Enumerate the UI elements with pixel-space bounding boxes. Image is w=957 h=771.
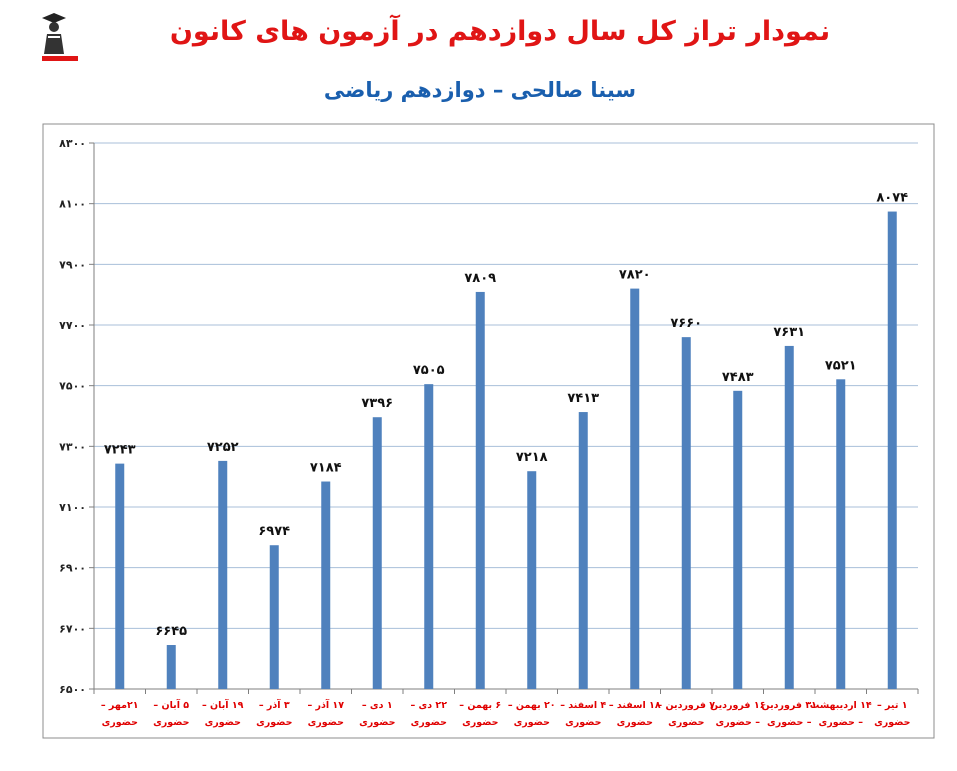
- y-tick-label: ۷۱۰۰: [59, 501, 86, 514]
- bar-value-label: ۷۸۰۹: [464, 271, 496, 286]
- bar-value-label: ۷۶۶۰: [670, 316, 702, 331]
- y-tick-label: ۷۷۰۰: [59, 319, 86, 332]
- x-tick-label: حضوری: [308, 717, 344, 728]
- x-tick-label: ۱۹ آبان –: [202, 698, 244, 711]
- bar: [784, 345, 794, 689]
- x-tick-label: حضوری: [874, 717, 910, 728]
- x-tick-label: ۴ اسفند –: [560, 700, 606, 711]
- bar: [630, 288, 640, 689]
- bar-value-label: ۷۸۲۰: [619, 268, 651, 283]
- kanoon-logo: [38, 12, 82, 62]
- bar-value-label: ۷۵۰۵: [413, 363, 445, 378]
- y-tick-label: ۷۳۰۰: [59, 440, 86, 453]
- y-tick-label: ۶۹۰۰: [59, 562, 86, 575]
- bar: [836, 379, 846, 689]
- bar-value-label: ۷۲۴۳: [104, 443, 136, 458]
- y-tick-label: ۶۵۰۰: [59, 683, 86, 696]
- x-tick-label: ۱۷ آذر –: [307, 698, 344, 711]
- chart-title: نمودار تراز کل سال دوازدهم در آزمون های …: [169, 16, 831, 47]
- y-tick-label: ۷۹۰۰: [59, 258, 86, 271]
- y-tick-label: ۸۳۰۰: [59, 137, 86, 150]
- bar-value-label: ۷۴۸۳: [722, 370, 754, 385]
- bar-value-label: ۸۰۷۴: [876, 191, 908, 206]
- bar-value-label: ۷۵۲۱: [825, 358, 857, 373]
- x-tick-label: ۵ آبان –: [153, 698, 189, 711]
- x-tick-label: حضوری: [256, 717, 292, 728]
- bar: [218, 460, 228, 689]
- x-tick-labels: ۲۱مهر – حضوری ۵ آبان – حضوری ۱۹ آبان – حضوری ۳…: [101, 698, 911, 728]
- x-tick-label: حضوری: [565, 717, 601, 728]
- x-tick-label: ۶ بهمن –: [459, 700, 501, 711]
- bars: [115, 211, 897, 689]
- axes: [89, 142, 919, 694]
- bar: [115, 463, 125, 689]
- x-tick-label: ۱ دی –: [362, 700, 393, 711]
- bar: [269, 545, 279, 689]
- y-tick-label: ۸۱۰۰: [59, 198, 86, 211]
- x-tick-label: ۷ فروردین –: [657, 700, 715, 711]
- x-tick-label: ۱۴ اردیبهشت: [810, 700, 872, 711]
- bar-value-label: ۷۴۱۳: [567, 391, 599, 406]
- x-tick-label: حضوری: [617, 717, 653, 728]
- value-labels: ۷۲۴۳ ۶۶۴۵ ۷۲۵۲ ۶۹۷۴ ۷۱۸۴ ۷۳۹۶ ۷۵۰۵ ۷۸۰۹ ۷۲۱۸ ۷۴۱۳…: [104, 191, 908, 639]
- x-tick-label: – حضوری: [767, 717, 812, 728]
- bar: [321, 481, 331, 689]
- x-tick-label: حضوری: [102, 717, 138, 728]
- bar: [681, 337, 691, 689]
- x-tick-label: ۲۰ بهمن –: [508, 700, 556, 711]
- bar: [887, 211, 897, 689]
- bar-value-label: ۷۳۹۶: [361, 396, 393, 411]
- chart-subtitle: سینا صالحی – دوازدهم ریاضی: [323, 78, 637, 102]
- bar: [733, 390, 743, 689]
- y-tick-label: ۷۵۰۰: [59, 380, 86, 393]
- x-tick-label: حضوری: [462, 717, 498, 728]
- bar: [475, 291, 485, 689]
- x-tick-label: – حضوری: [716, 717, 761, 728]
- bar: [578, 412, 588, 689]
- x-tick-label: ۳۱ فروردین: [762, 700, 817, 711]
- x-tick-label: حضوری: [153, 717, 189, 728]
- bar-value-label: ۷۶۳۱: [773, 325, 805, 340]
- x-tick-label: ۲۱مهر –: [101, 700, 139, 711]
- y-tick-label: ۶۷۰۰: [59, 622, 86, 635]
- bar: [527, 471, 537, 689]
- bar-value-label: ۷۲۱۸: [516, 450, 548, 465]
- x-tick-label: ۱۶ فروردین: [710, 700, 765, 711]
- x-tick-label: حضوری: [514, 717, 550, 728]
- x-tick-label: حضوری: [411, 717, 447, 728]
- bar-value-label: ۷۲۵۲: [207, 440, 239, 455]
- x-tick-label: ۱۸ اسفند –: [609, 700, 661, 711]
- x-tick-label: حضوری: [359, 717, 395, 728]
- gridlines: [94, 142, 918, 690]
- bar-value-label: ۶۹۷۴: [258, 524, 290, 539]
- x-tick-label: ۲۲ دی –: [410, 700, 447, 711]
- bar-value-label: ۷۱۸۴: [310, 461, 342, 476]
- x-tick-label: حضوری: [668, 717, 704, 728]
- bar: [166, 645, 176, 689]
- y-tick-labels: ۶۵۰۰ ۶۷۰۰ ۶۹۰۰ ۷۱۰۰ ۷۳۰۰ ۷۵۰۰ ۷۷۰۰ ۷۹۰۰ ۸۱۰۰ ۸۳۰۰: [59, 137, 86, 696]
- bar: [424, 384, 434, 689]
- chart-frame: [42, 123, 935, 739]
- x-tick-label: ۳ آذر –: [259, 698, 290, 711]
- bar-value-label: ۶۶۴۵: [155, 624, 187, 639]
- x-tick-label: – حضوری: [819, 717, 864, 728]
- x-tick-label: حضوری: [205, 717, 241, 728]
- x-tick-label: ۱ تیر –: [877, 700, 908, 711]
- bar: [372, 417, 382, 689]
